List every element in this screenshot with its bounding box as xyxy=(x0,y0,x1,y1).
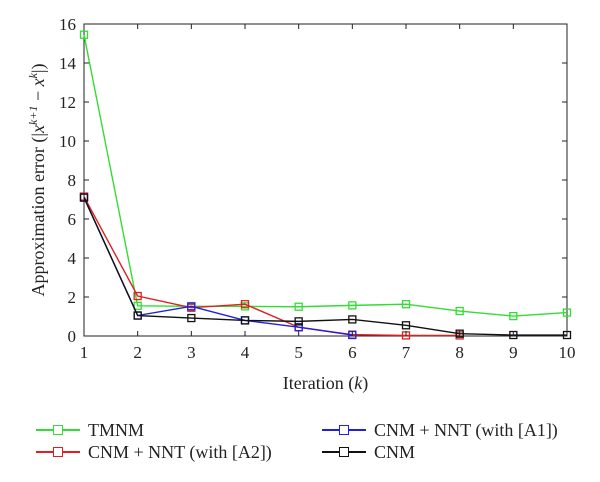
x-tick-label: 6 xyxy=(348,343,357,362)
x-tick-label: 4 xyxy=(241,343,250,362)
data-point xyxy=(240,300,250,309)
series-line xyxy=(83,196,460,337)
data-point xyxy=(401,321,411,330)
data-point xyxy=(187,313,196,323)
data-point xyxy=(79,193,89,202)
data-point xyxy=(79,30,89,39)
y-tick-label: 8 xyxy=(68,171,77,190)
series-layer xyxy=(79,30,572,340)
x-tick-label: 10 xyxy=(559,343,576,362)
x-tick-label: 1 xyxy=(80,343,89,362)
series-line xyxy=(83,197,353,336)
data-point xyxy=(455,329,464,338)
data-point xyxy=(509,311,518,321)
y-axis-label: Approximation error (|xk+1 − xk|) xyxy=(26,63,49,296)
series-4 xyxy=(79,193,572,340)
y-tick-label: 14 xyxy=(59,54,77,73)
data-point xyxy=(133,291,142,301)
series-line xyxy=(83,34,568,317)
y-tick-label: 4 xyxy=(68,249,77,268)
data-point xyxy=(294,302,303,311)
data-point xyxy=(294,323,303,332)
series-1 xyxy=(79,30,572,321)
data-point xyxy=(133,301,142,310)
x-tick-label: 3 xyxy=(187,343,196,362)
x-tick-label: 8 xyxy=(455,343,464,362)
series-line xyxy=(83,197,567,336)
data-point xyxy=(348,315,357,324)
data-point xyxy=(240,316,250,325)
y-tick-label: 16 xyxy=(59,15,76,34)
x-tick-label: 5 xyxy=(294,343,303,362)
x-tick-label: 9 xyxy=(509,343,518,362)
x-tick-label: 2 xyxy=(133,343,142,362)
data-point xyxy=(294,317,303,326)
plot-frame xyxy=(83,23,568,337)
plot-area xyxy=(83,23,568,337)
data-point xyxy=(562,308,572,317)
y-tick-label: 0 xyxy=(68,327,77,346)
data-point xyxy=(133,311,142,320)
x-axis-label: Iteration (k) xyxy=(283,373,368,394)
data-point xyxy=(455,306,464,316)
y-tick-label: 10 xyxy=(59,132,76,151)
y-tick-label: 6 xyxy=(68,210,77,229)
x-tick-label: 7 xyxy=(402,343,411,362)
y-tick-label: 12 xyxy=(59,93,76,112)
data-point xyxy=(187,302,196,311)
series-2 xyxy=(79,192,464,340)
data-point xyxy=(348,301,357,310)
data-point xyxy=(401,300,411,309)
y-tick-label: 2 xyxy=(68,288,77,307)
